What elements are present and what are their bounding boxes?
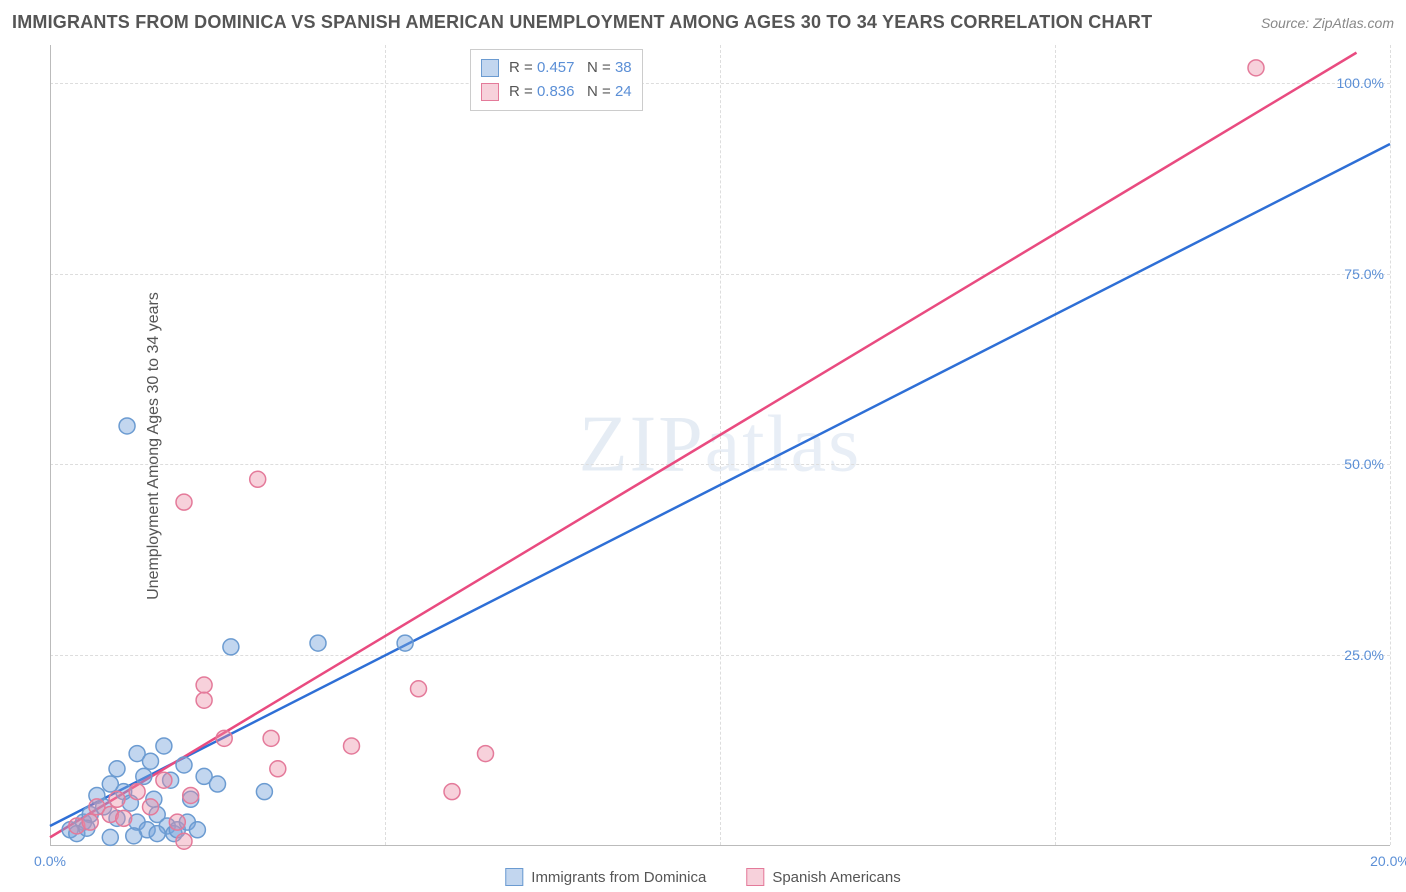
stats-legend: R = 0.457 N = 38R = 0.836 N = 24 <box>470 49 643 111</box>
scatter-plot <box>50 45 1390 845</box>
x-tick-label: 0.0% <box>34 853 66 869</box>
legend-swatch-icon <box>481 59 499 77</box>
x-tick-label: 20.0% <box>1370 853 1406 869</box>
stats-legend-row: R = 0.457 N = 38 <box>481 56 632 80</box>
legend-item-dominica: Immigrants from Dominica <box>505 868 706 886</box>
source-label: Source: ZipAtlas.com <box>1261 15 1394 31</box>
y-tick-label: 25.0% <box>1344 647 1384 663</box>
stats-text: R = 0.836 N = 24 <box>509 80 632 104</box>
y-tick-label: 50.0% <box>1344 456 1384 472</box>
stats-text: R = 0.457 N = 38 <box>509 56 632 80</box>
legend-swatch-icon <box>505 868 523 886</box>
legend-label: Spanish Americans <box>772 869 900 886</box>
stats-legend-row: R = 0.836 N = 24 <box>481 80 632 104</box>
y-tick-label: 100.0% <box>1337 75 1384 91</box>
y-tick-label: 75.0% <box>1344 266 1384 282</box>
legend-swatch-icon <box>481 83 499 101</box>
chart-title: IMMIGRANTS FROM DOMINICA VS SPANISH AMER… <box>12 12 1152 33</box>
legend-label: Immigrants from Dominica <box>531 869 706 886</box>
legend-swatch-icon <box>746 868 764 886</box>
legend-item-spanish: Spanish Americans <box>746 868 900 886</box>
chart-area: ZIPatlas R = 0.457 N = 38R = 0.836 N = 2… <box>50 45 1390 845</box>
series-legend: Immigrants from Dominica Spanish America… <box>505 868 900 886</box>
